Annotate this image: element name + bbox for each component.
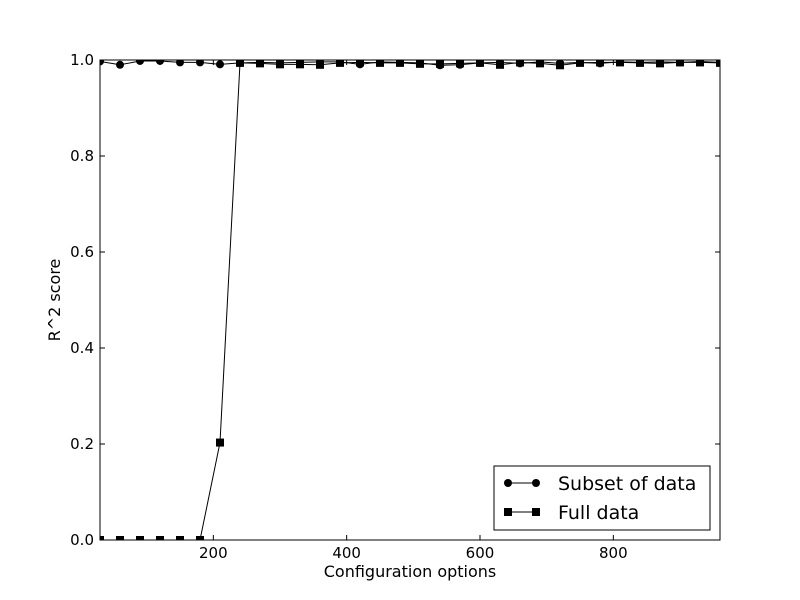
data-point [636, 60, 644, 67]
data-point [156, 536, 164, 540]
y-tick-label: 0.0 [70, 531, 94, 549]
series-layer [100, 60, 720, 540]
x-tick-label: 200 [199, 544, 228, 562]
x-tick-label: 800 [599, 544, 628, 562]
legend-label: Full data [558, 502, 639, 524]
data-point [556, 61, 564, 70]
data-point [196, 536, 204, 540]
data-point [436, 60, 444, 68]
data-point [596, 60, 604, 67]
data-point [136, 60, 144, 65]
data-point [656, 60, 664, 68]
axes-layer: 200 400 600 800 0.0 0.2 0.4 0.6 0.8 1.0 [70, 51, 720, 562]
data-point [716, 60, 720, 67]
data-point [456, 60, 464, 68]
data-point [616, 60, 624, 67]
data-point [336, 60, 344, 67]
y-tick-label: 0.2 [70, 435, 94, 453]
data-point [156, 60, 164, 65]
data-point [496, 60, 504, 69]
data-point [376, 60, 384, 67]
legend: Subset of data Full data [493, 465, 711, 531]
y-tick-label: 0.4 [70, 339, 94, 357]
data-point [276, 60, 284, 69]
legend-box [493, 465, 711, 531]
legend-marker [532, 479, 540, 487]
data-point [116, 536, 124, 540]
data-point [316, 60, 324, 69]
data-point [256, 60, 264, 68]
data-point [136, 536, 144, 540]
data-point [576, 60, 584, 67]
data-point [396, 60, 404, 67]
data-point [116, 60, 124, 69]
y-tick-label: 0.8 [70, 147, 94, 165]
data-point [216, 438, 224, 447]
legend-marker [504, 508, 512, 516]
legend-marker [504, 479, 512, 487]
data-point [696, 60, 704, 67]
data-point [416, 60, 424, 68]
data-point [516, 60, 524, 67]
plot-frame [99, 59, 721, 541]
data-point [100, 60, 104, 66]
y-tick-label: 1.0 [70, 51, 94, 69]
data-point [196, 60, 204, 67]
data-point [236, 60, 244, 67]
data-point [216, 60, 224, 69]
data-point [536, 60, 544, 68]
legend-label: Subset of data [558, 473, 696, 495]
x-tick-label: 400 [332, 544, 361, 562]
legend-marker [532, 508, 540, 516]
data-point [176, 536, 184, 540]
y-tick-label: 0.6 [70, 243, 94, 261]
y-axis-label: R^2 score [45, 259, 64, 342]
data-point [296, 60, 304, 69]
x-tick-label: 600 [466, 544, 495, 562]
data-point [356, 60, 364, 67]
data-point [176, 60, 184, 67]
data-point [100, 536, 104, 540]
data-point [676, 60, 684, 67]
x-axis-label: Configuration options [324, 562, 497, 581]
